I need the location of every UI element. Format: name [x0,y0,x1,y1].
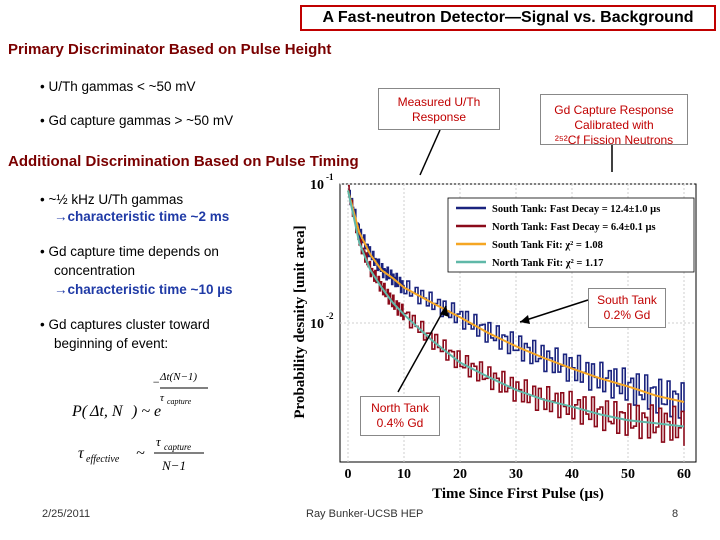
bullet-gd-time-2: concentration [54,263,136,278]
svg-text:Δt, N: Δt, N [89,403,124,420]
svg-text:capture: capture [167,397,192,406]
svg-text:N−1: N−1 [161,458,186,470]
y-tick-exponent: -1 [326,172,334,182]
series-line-0 [348,189,685,419]
series-line-3 [347,190,685,428]
x-tick-label: 40 [565,467,579,482]
callout-gd-response: Gd Capture Response Calibrated with ²⁵²C… [540,94,688,145]
section-heading-pulse-height: Primary Discriminator Based on Pulse Hei… [8,41,332,58]
callout-south-line1: South Tank [597,293,657,307]
svg-text:capture: capture [164,442,191,452]
uth-time-text: characteristic time ~2 ms [67,209,230,224]
bullet-uth-time: →characteristic time ~2 ms [54,208,229,225]
callout-gd-line2: Calibrated with [574,118,654,132]
x-tick-label: 30 [509,467,523,482]
x-axis-label: Time Since First Pulse (µs) [432,486,604,502]
y-axis-label: Probability desnity [unit area] [292,225,308,418]
bullet-gd-time-3: →characteristic time ~10 µs [54,281,233,298]
legend-entry: South Tank Fit: χ² = 1.08 [492,240,603,251]
callout-uth-response: Measured U/Th Response [378,88,500,130]
callout-uth-line2: Response [411,110,467,124]
callout-south-tank: South Tank 0.2% Gd [588,288,666,328]
callout-gd-line3: ²⁵²Cf Fission Neutrons [554,133,674,145]
legend-entry: South Tank: Fast Decay = 12.4±1.0 µs [492,204,660,215]
slide-title: A Fast-neutron Detector—Signal vs. Backg… [300,5,716,31]
legend: South Tank: Fast Decay = 12.4±1.0 µs Nort… [447,197,695,273]
series-line-2 [347,190,685,403]
bullet-uth-gammas: • U/Th gammas < ~50 mV [40,79,196,94]
y-tick-label: 10 [310,317,324,332]
footer-date: 2/25/2011 [42,508,91,520]
bullet-gd-time-1: • Gd capture time depends on [40,244,219,259]
bullet-gd-gammas: • Gd capture gammas > ~50 mV [40,113,234,128]
footer-page-number: 8 [672,508,679,520]
callout-uth-line1: Measured U/Th [397,95,481,109]
svg-text:effective: effective [86,454,120,465]
svg-text:τ: τ [78,445,85,462]
callout-gd-line1: Gd Capture Response [554,103,674,117]
callout-north-line1: North Tank [371,401,429,415]
x-tick-label: 60 [677,467,691,482]
bullet-cluster-1: • Gd captures cluster toward [40,317,210,332]
svg-text:P(: P( [71,403,89,420]
y-tick-exponent: -2 [326,311,334,321]
svg-text:~: ~ [136,445,145,462]
svg-text:) ~ e: ) ~ e [131,403,161,420]
callout-north-line2: 0.4% Gd [376,416,424,430]
svg-text:Δt(N−1): Δt(N−1) [159,371,197,383]
callout-south-line2: 0.2% Gd [603,308,651,322]
footer-author: Ray Bunker-UCSB HEP [306,508,424,520]
bullet-cluster-2: beginning of event: [54,336,169,351]
x-tick-label: 10 [397,467,411,482]
arrow-right-icon: → [54,209,68,224]
bullet-uth-rate: • ~½ kHz U/Th gammas [40,192,184,207]
legend-entry: North Tank Fit: χ² = 1.17 [492,258,603,269]
series-layer [347,184,685,446]
legend-box [447,197,695,273]
x-tick-label: 0 [345,467,352,482]
gd-time-text: characteristic time ~10 µs [67,282,233,297]
svg-text:τ: τ [160,392,165,404]
svg-text:τ: τ [156,434,162,449]
section-heading-pulse-timing: Additional Discrimination Based on Pulse… [8,153,359,170]
svg-text:−: − [152,375,160,389]
legend-entry: North Tank: Fast Decay = 6.4±0.1 µs [492,222,656,233]
callout-north-tank: North Tank 0.4% Gd [360,396,440,436]
arrow-right-icon: → [54,282,68,297]
y-tick-label: 10 [310,178,324,193]
capture-equations: P(Δt, N) ~ e Δt(N−1) − τ capture τ effecti… [71,371,208,470]
x-tick-label: 20 [453,467,467,482]
x-tick-label: 50 [621,467,635,482]
